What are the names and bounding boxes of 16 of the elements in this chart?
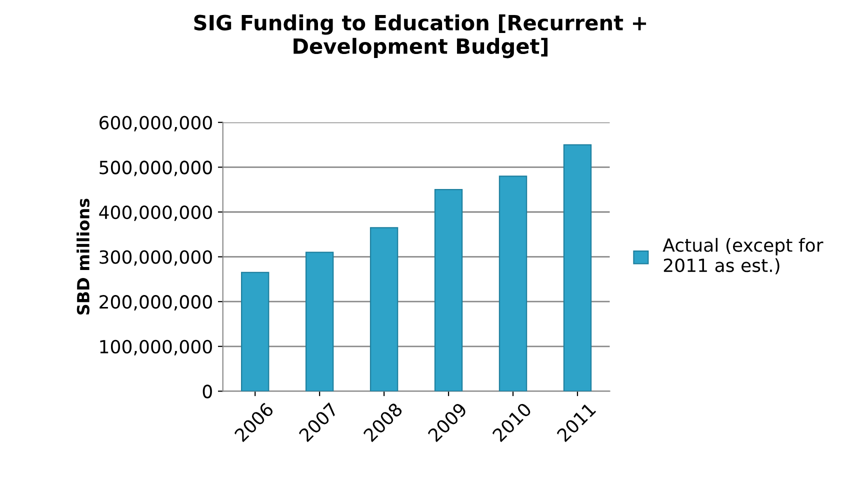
- y-tick-label: 400,000,000: [99, 205, 212, 221]
- y-tick-label: 500,000,000: [100, 160, 212, 176]
- bar: [241, 272, 270, 392]
- bar: [563, 144, 592, 392]
- bar: [370, 227, 398, 392]
- bar: [305, 252, 334, 392]
- y-axis-title: SBD millions: [76, 198, 90, 315]
- bar: [498, 176, 528, 392]
- y-tick-label: 300,000,000: [100, 250, 212, 266]
- y-tick-label: 600,000,000: [100, 116, 212, 132]
- chart-title: SIG Funding to Education [Recurrent + Development Budget]: [194, 14, 646, 58]
- y-tick-label: 0: [202, 384, 212, 398]
- y-tick-label: 100,000,000: [100, 340, 212, 356]
- y-tick-label: 200,000,000: [100, 295, 212, 311]
- bar: [434, 189, 463, 392]
- legend-label: Actual (except for 2011 as est.): [662, 238, 824, 274]
